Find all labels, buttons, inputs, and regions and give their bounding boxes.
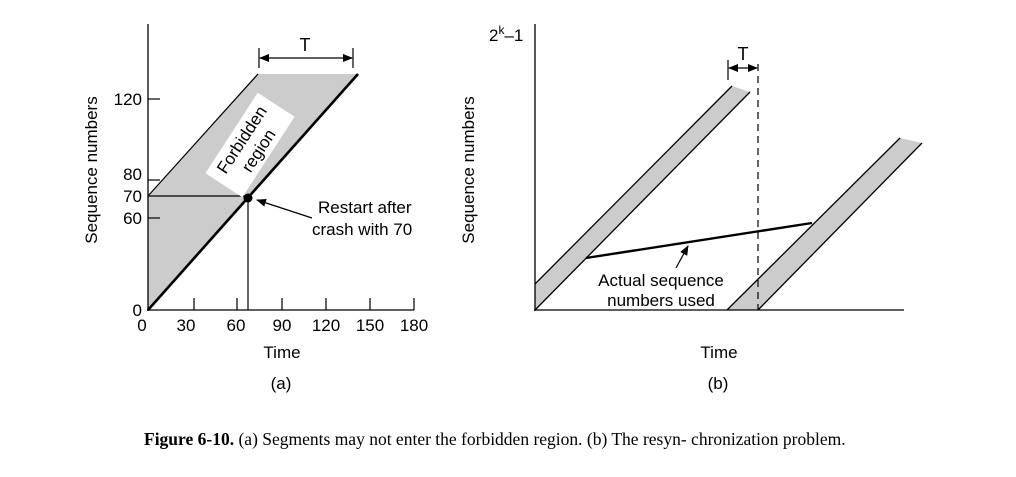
sequence-band-2	[727, 138, 922, 310]
sequence-band-1	[535, 86, 750, 310]
y-max-exponent: k	[498, 23, 505, 37]
y-max-base: 2	[489, 26, 498, 45]
restart-annotation-line2: crash with 70	[312, 220, 412, 239]
t-label-a: T	[300, 35, 311, 55]
sequence-band-1-upper-edge	[534, 85, 733, 285]
restart-annotation-line1: Restart after	[318, 198, 412, 217]
y-axis-label-b: Sequence numbers	[459, 96, 478, 243]
x-ticks-a	[193, 298, 415, 310]
forbidden-region-upper-edge	[147, 73, 259, 197]
y-ticks-a	[148, 98, 160, 219]
x-axis-label-a: Time	[263, 343, 300, 362]
restart-point	[243, 193, 253, 203]
x-tick-label-30: 30	[177, 316, 196, 335]
x-tick-label-0: 0	[137, 316, 146, 335]
y-tick-label-70: 70	[123, 187, 142, 206]
sequence-time-line	[147, 73, 359, 311]
y-tick-label-60: 60	[123, 209, 142, 228]
x-tick-label-90: 90	[273, 316, 292, 335]
x-tick-label-150: 150	[356, 316, 384, 335]
x-tick-label-120: 120	[312, 316, 340, 335]
caption-label: Figure 6-10.	[144, 429, 235, 449]
panel-b: T 2k–1 Sequence numbers Time (b) Actual …	[459, 23, 923, 393]
caption-text: (a) Segments may not enter the forbidden…	[234, 429, 846, 449]
y-axis-label-a: Sequence numbers	[82, 96, 101, 243]
y-tick-label-80: 80	[123, 165, 142, 184]
x-axis-label-b: Time	[700, 343, 737, 362]
y-max-label-b: 2k–1	[489, 23, 523, 45]
y-tick-label-120: 120	[114, 90, 142, 109]
actual-sequence-line	[585, 221, 813, 260]
sequence-band-2-lower-edge	[757, 142, 923, 311]
actual-sequence-annotation-arrow	[675, 245, 689, 269]
t-label-b: T	[738, 44, 749, 64]
x-tick-label-180: 180	[400, 316, 428, 335]
actual-sequence-annotation-line2: numbers used	[607, 291, 715, 310]
actual-sequence-annotation-line1: Actual sequence	[598, 271, 724, 290]
sequence-band-2-upper-edge	[726, 137, 901, 311]
forbidden-region-label-box	[205, 92, 295, 198]
restart-annotation-arrow	[256, 198, 313, 219]
panel-label-b: (b)	[708, 374, 729, 393]
y-max-suffix: –1	[504, 26, 523, 45]
panel-a: 0 60 70 80 120 0 30 60 90 120 150 180 Se…	[82, 24, 428, 393]
sequence-band-1-lower-edge	[534, 91, 751, 311]
panel-label-a: (a)	[271, 374, 292, 393]
figure-caption: Figure 6-10. (a) Segments may not enter …	[144, 428, 864, 450]
y-tick-label-0: 0	[133, 301, 142, 320]
x-tick-label-60: 60	[227, 316, 246, 335]
